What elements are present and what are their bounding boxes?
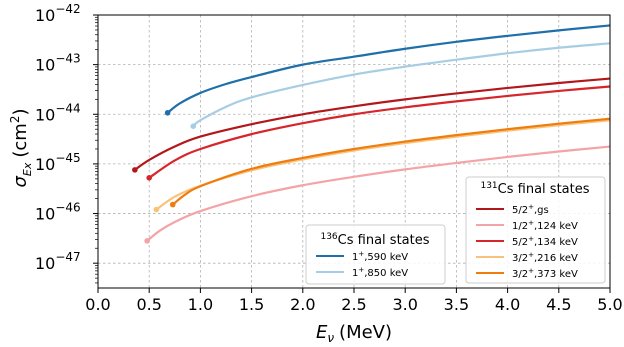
series-line	[172, 117, 611, 206]
y-axis-symbol: σ	[10, 176, 31, 188]
series-line	[148, 85, 611, 179]
x-tick-label: 4.5	[546, 295, 571, 314]
legend-131cs-label-0: 5/2+,gs	[512, 203, 549, 216]
series-line	[166, 24, 611, 114]
y-tick-label: 10−46	[35, 201, 81, 224]
series-start-marker	[190, 123, 197, 129]
x-tick-label: 1.5	[239, 295, 264, 314]
x-tick-label: 2.0	[290, 295, 315, 314]
legend-131cs-label-4: 3/2+,373 keV	[512, 267, 578, 280]
x-tick-label: 2.5	[341, 295, 366, 314]
y-tick-label: 10−44	[35, 101, 81, 124]
x-tick-label: 0.0	[85, 295, 110, 314]
series-line	[146, 145, 611, 242]
legend-131cs-label-2: 5/2+,134 keV	[512, 235, 578, 248]
series-layer	[132, 24, 611, 244]
series-line	[192, 42, 611, 128]
legend-136cs-frame	[305, 224, 446, 285]
x-tick-label: 3.5	[444, 295, 469, 314]
series-start-marker	[146, 175, 152, 181]
series-start-marker	[164, 109, 171, 116]
series-start-marker	[132, 167, 138, 173]
legend-136cs-title-mass: 136	[320, 232, 337, 242]
y-axis-symbol-subscript: Ex	[21, 162, 34, 176]
legend-131cs: 131Cs final states 5/2+,gs 1/2+,124 keV …	[465, 176, 606, 284]
y-tick-label: 10−42	[35, 2, 81, 25]
legend-136cs-title-text: Cs final states	[338, 233, 430, 248]
series-start-marker	[169, 201, 176, 208]
x-tick-label: 4.0	[495, 295, 520, 314]
x-axis-unit: (MeV)	[339, 322, 392, 343]
y-axis-title: σEx (cm2)	[8, 108, 34, 187]
x-axis-symbol: E	[316, 322, 328, 343]
x-tick-label: 1.0	[188, 295, 213, 314]
legend-136cs-title: 136Cs final states	[320, 232, 429, 248]
x-axis-ticks: 0.0 0.5 1.0 1.5 2.0 2.5 3.0 3.5 4.0 4.5 5.0	[85, 288, 623, 314]
legend-136cs-label-0: 1+,590 keV	[352, 250, 408, 263]
legend-131cs-title-mass: 131	[480, 181, 497, 191]
x-axis-symbol-subscript: ν	[327, 331, 334, 345]
legend-136cs: 136Cs final states 1+,590 keV 1+,850 keV	[305, 224, 446, 285]
series-line	[155, 119, 611, 211]
y-axis-unit: (cm	[10, 123, 31, 157]
y-tick-label: 10−43	[35, 52, 81, 75]
series-start-marker	[153, 206, 160, 213]
series-line	[134, 77, 611, 171]
y-axis-unit-superscript: 2	[8, 116, 22, 124]
y-tick-label: 10−47	[35, 250, 81, 273]
legend-136cs-label-1: 1+,850 keV	[352, 266, 408, 279]
series-start-marker	[144, 238, 150, 244]
x-tick-label: 5.0	[597, 295, 622, 314]
x-axis-title: Eν (MeV)	[316, 322, 392, 345]
x-tick-label: 0.5	[136, 295, 161, 314]
y-axis-unit-close: )	[10, 108, 31, 115]
legend-131cs-label-1: 1/2+,124 keV	[512, 219, 578, 232]
y-axis-ticks: 10−47 10−46 10−45 10−44 10−43 10−42	[35, 2, 98, 284]
legend-131cs-title-text: Cs final states	[498, 182, 590, 197]
legend-131cs-label-3: 3/2+,216 keV	[512, 251, 578, 264]
y-tick-label: 10−45	[35, 151, 81, 174]
legend-131cs-title: 131Cs final states	[480, 181, 589, 197]
x-tick-label: 3.0	[392, 295, 417, 314]
